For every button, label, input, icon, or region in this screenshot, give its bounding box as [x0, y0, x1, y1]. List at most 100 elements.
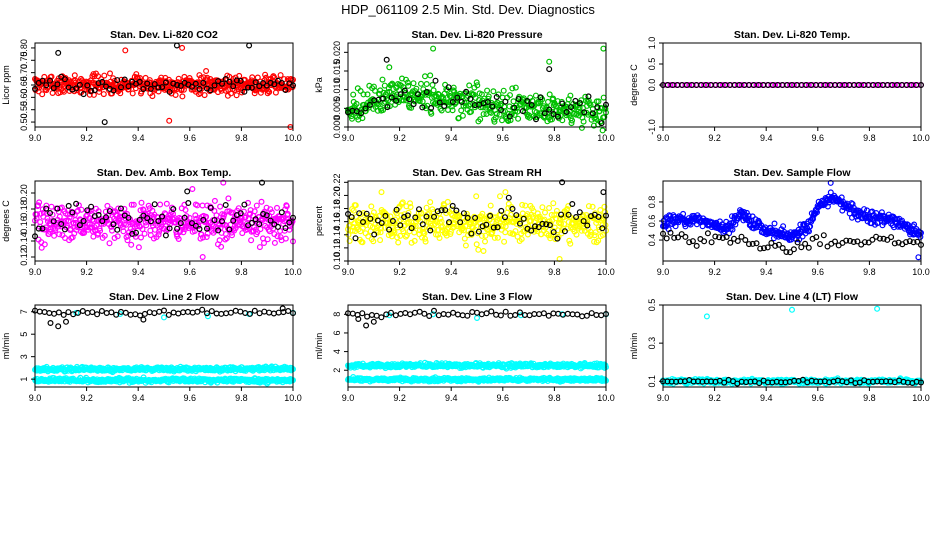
data-point — [155, 88, 162, 95]
y-tick-label: 0.005 — [332, 97, 342, 120]
y-tick-label: 0.60 — [19, 89, 29, 107]
data-point — [36, 308, 43, 315]
y-tick-label: 0.75 — [19, 52, 29, 70]
data-point — [568, 120, 575, 127]
data-point — [384, 104, 391, 111]
plot-frame — [347, 42, 607, 128]
data-point — [256, 221, 263, 228]
data-point — [360, 91, 367, 98]
data-point — [449, 107, 456, 114]
data-point — [512, 84, 519, 91]
data-point — [564, 310, 571, 317]
data-point — [495, 102, 502, 109]
data-point — [36, 199, 43, 206]
data-point — [282, 206, 289, 213]
data-point — [445, 84, 452, 91]
data-point — [358, 110, 365, 117]
y-axis-label: Licor ppm — [1, 65, 11, 105]
data-point — [350, 91, 357, 98]
data-point — [207, 87, 214, 94]
data-point — [251, 307, 258, 314]
data-point — [237, 77, 244, 84]
x-tick-label: 10.0 — [284, 393, 302, 403]
data-point — [402, 310, 409, 317]
data-point — [663, 235, 670, 242]
data-point — [170, 206, 177, 213]
data-point — [117, 90, 124, 97]
data-point — [211, 197, 218, 204]
data-point — [598, 120, 605, 127]
data-point — [397, 310, 404, 317]
data-point — [554, 113, 561, 120]
data-point — [222, 75, 229, 82]
data-point — [515, 115, 522, 122]
data-point — [506, 113, 513, 120]
data-point — [545, 312, 552, 319]
data-point — [282, 86, 289, 93]
data-point — [256, 83, 263, 90]
data-point — [753, 81, 760, 88]
data-point — [380, 95, 387, 102]
data-point — [432, 77, 439, 84]
panel-title: Stan. Dev. Line 3 Flow — [422, 291, 533, 303]
data-point — [50, 85, 57, 92]
data-point — [260, 211, 267, 218]
x-tick-label: 9.0 — [29, 393, 42, 403]
data-point — [271, 74, 278, 81]
data-point — [407, 311, 414, 318]
data-point — [285, 308, 292, 315]
panel-title: Stan. Dev. Li-820 CO2 — [110, 29, 218, 41]
data-point — [537, 94, 544, 101]
data-point — [89, 309, 96, 316]
data-point — [401, 87, 408, 94]
data-point — [415, 91, 422, 98]
data-point — [540, 310, 547, 317]
y-tick-label: 0.020 — [332, 41, 342, 64]
data-point — [576, 100, 583, 107]
data-point — [140, 316, 147, 323]
data-point — [219, 218, 226, 225]
data-point — [790, 246, 797, 253]
data-point — [137, 207, 144, 214]
data-point — [151, 201, 158, 208]
data-point — [217, 203, 224, 210]
data-point — [237, 308, 244, 315]
x-tick-label: 9.6 — [497, 133, 510, 143]
data-point — [35, 225, 42, 232]
data-point — [501, 107, 508, 114]
data-point — [199, 306, 206, 313]
data-point — [262, 71, 269, 78]
data-point — [528, 101, 535, 108]
data-point — [174, 81, 181, 88]
data-point — [490, 88, 497, 95]
data-point — [241, 88, 248, 95]
data-point — [204, 310, 211, 317]
data-point — [423, 204, 430, 211]
data-point — [701, 81, 708, 88]
data-point — [410, 80, 417, 87]
data-point — [454, 311, 461, 318]
y-tick-label: 8 — [332, 312, 342, 317]
x-tick-label: 9.2 — [708, 133, 721, 143]
data-point — [419, 104, 426, 111]
x-tick-label: 9.8 — [235, 393, 248, 403]
data-point — [468, 108, 475, 115]
y-axis-label: ml/min — [314, 333, 324, 360]
y-tick-label: 0.16 — [19, 216, 29, 234]
data-point — [56, 231, 63, 238]
points — [345, 179, 609, 263]
data-point — [138, 199, 145, 206]
data-point — [170, 309, 177, 316]
data-point — [237, 210, 244, 217]
data-point — [593, 312, 600, 319]
data-point — [891, 81, 898, 88]
data-point — [436, 99, 443, 106]
data-point — [61, 226, 68, 233]
data-point — [701, 238, 708, 245]
data-point — [393, 91, 400, 98]
data-point — [211, 217, 218, 224]
data-point — [226, 208, 233, 215]
data-point — [454, 94, 461, 101]
data-point — [41, 241, 48, 248]
